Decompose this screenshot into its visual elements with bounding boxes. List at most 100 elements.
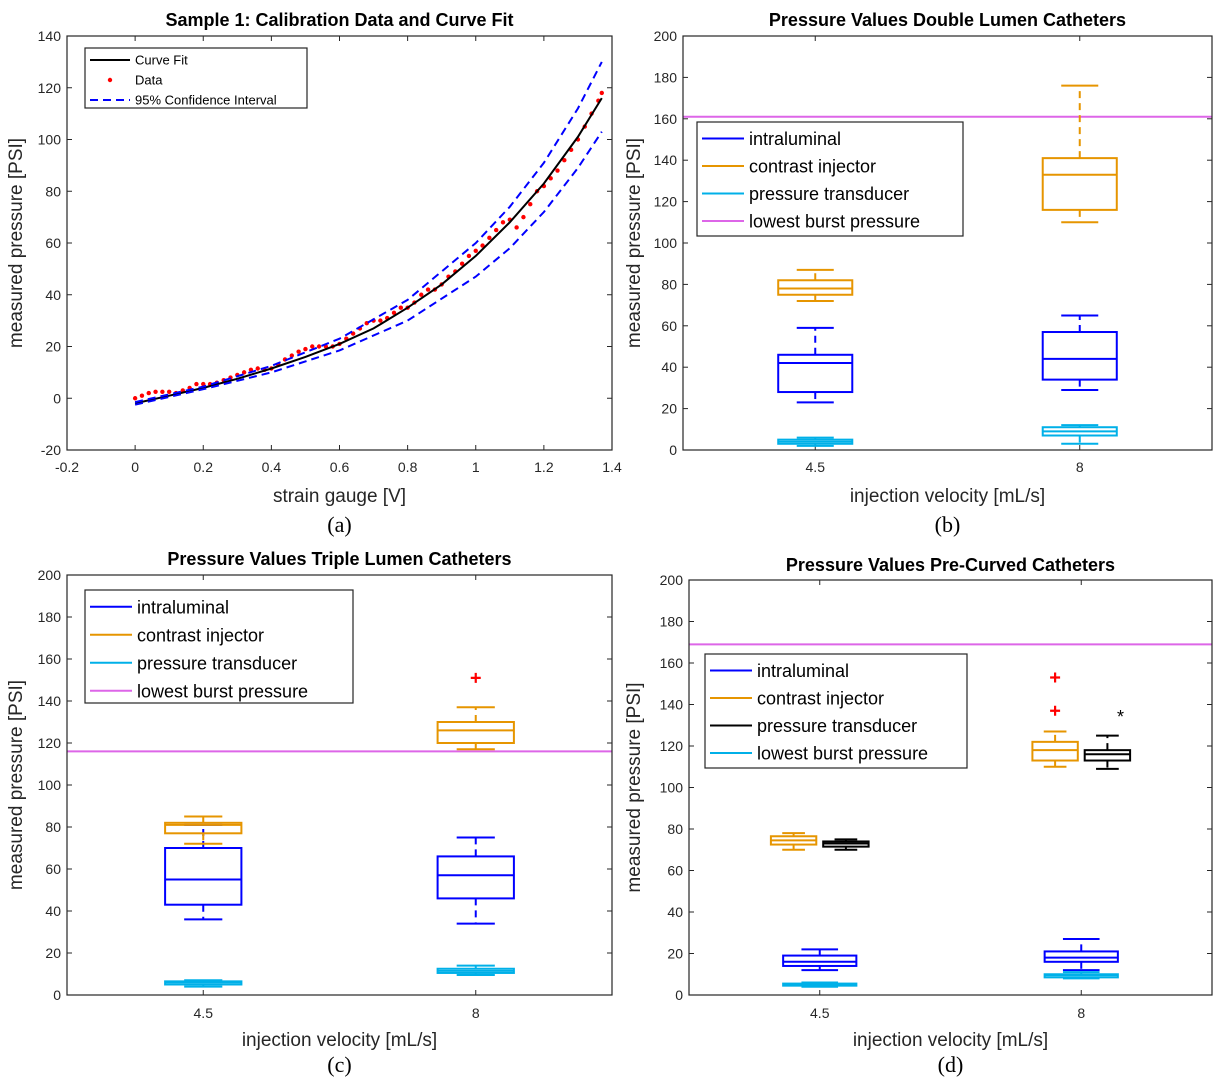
data-point [289, 353, 295, 358]
data-point [562, 158, 567, 163]
legend-label: intraluminal [757, 661, 849, 681]
outlier-marker [1050, 705, 1061, 716]
y-tick-label: 0 [675, 987, 683, 1003]
y-tick-label: 140 [38, 28, 62, 44]
data-point [521, 214, 526, 220]
y-tick-label: 140 [38, 693, 62, 709]
legend-label: lowest burst pressure [749, 211, 920, 231]
data-point [241, 370, 247, 375]
y-tick-label: 40 [667, 904, 683, 920]
legend-box [84, 589, 354, 704]
panel-letter: (b) [935, 512, 961, 537]
legend-label: contrast injector [137, 625, 264, 645]
box-intraluminal [777, 326, 854, 404]
y-axis-label: measured pressure [PSI] [624, 682, 645, 892]
data-point [132, 396, 138, 401]
data-point [425, 287, 431, 292]
legend-label: Data [135, 73, 163, 88]
y-tick-label: 20 [45, 945, 61, 961]
box-pressure-transducer [1041, 424, 1118, 445]
data-point [139, 393, 145, 398]
legend-label: Curve Fit [135, 53, 188, 68]
box-iqr [777, 279, 854, 296]
y-tick-label: 80 [661, 276, 677, 292]
x-tick-label: 8 [1076, 459, 1084, 475]
y-tick-label: 20 [661, 401, 677, 417]
x-tick-label: 4.5 [806, 459, 826, 475]
legend-label: intraluminal [749, 129, 841, 149]
data-point [316, 344, 322, 349]
data-point [419, 292, 424, 297]
y-tick-label: 180 [38, 609, 62, 625]
box-pressure-transducer [777, 436, 854, 447]
y-tick-label: 60 [667, 863, 683, 879]
box-intraluminal [782, 948, 858, 972]
panel-letter: (c) [327, 1052, 351, 1077]
y-tick-label: 140 [660, 697, 684, 713]
plot-data [683, 84, 1212, 447]
legend-label: pressure transducer [137, 653, 297, 673]
y-tick-label: 80 [45, 183, 61, 199]
y-tick-label: 200 [654, 28, 678, 44]
box-iqr [1041, 331, 1118, 381]
x-tick-label: 0 [131, 459, 139, 475]
box-iqr [164, 847, 243, 906]
box-pressure-transducer [1083, 734, 1132, 770]
data-point [153, 389, 158, 394]
y-tick-label: 60 [45, 861, 61, 877]
x-tick-label: 0.2 [194, 459, 214, 475]
plot-data [689, 643, 1212, 988]
axes-frame [66, 35, 613, 451]
box-contrast-injector [164, 815, 243, 845]
axes-frame [66, 574, 613, 996]
box-pressure-transducer [436, 964, 515, 977]
y-tick-label: 80 [667, 821, 683, 837]
x-axis-label: injection velocity [mL/s] [242, 1030, 437, 1051]
y-tick-label: 160 [660, 655, 684, 671]
y-tick-label: -20 [41, 442, 61, 458]
curve-fit-line [134, 97, 603, 405]
legend-box [696, 121, 964, 237]
y-tick-label: 160 [654, 111, 678, 127]
x-tick-label: 8 [472, 1005, 480, 1021]
data-point [146, 390, 151, 396]
plot-data [132, 61, 604, 406]
data-point [514, 225, 519, 230]
y-tick-label: 0 [53, 987, 61, 1003]
x-tick-label: 4.5 [810, 1005, 830, 1021]
box-pressure-transducer [164, 979, 243, 988]
legend-label: pressure transducer [757, 716, 917, 736]
box-contrast-injector [769, 832, 818, 851]
y-tick-label: 40 [45, 287, 61, 303]
panel-letter: (d) [938, 1052, 964, 1077]
data-point [391, 310, 397, 316]
box-iqr [782, 954, 858, 967]
legend-box [704, 653, 968, 769]
box-intraluminal [436, 836, 515, 925]
box-iqr [436, 721, 515, 744]
x-tick-label: 1.4 [602, 459, 622, 475]
y-tick-label: 180 [660, 614, 684, 630]
y-tick-label: 100 [654, 235, 678, 251]
legend-label: contrast injector [749, 156, 876, 176]
box-iqr [1083, 749, 1132, 762]
box-contrast-injector [1031, 672, 1079, 768]
x-axis-label: injection velocity [mL/s] [853, 1030, 1048, 1051]
data-point [160, 389, 165, 394]
y-tick-label: 200 [660, 572, 684, 588]
outlier-marker [1050, 672, 1061, 683]
y-tick-label: 40 [45, 903, 61, 919]
y-tick-label: 120 [660, 738, 684, 754]
data-point [255, 366, 260, 371]
box-contrast-injector [1041, 84, 1118, 224]
data-point [303, 346, 308, 352]
y-tick-label: 120 [38, 735, 62, 751]
data-point [487, 235, 492, 241]
data-point [480, 243, 485, 248]
y-tick-label: 100 [660, 780, 684, 796]
data-point [599, 90, 604, 96]
y-tick-label: 120 [654, 194, 678, 210]
chart-title: Pressure Values Triple Lumen Catheters [167, 549, 511, 569]
y-tick-label: 0 [669, 442, 677, 458]
